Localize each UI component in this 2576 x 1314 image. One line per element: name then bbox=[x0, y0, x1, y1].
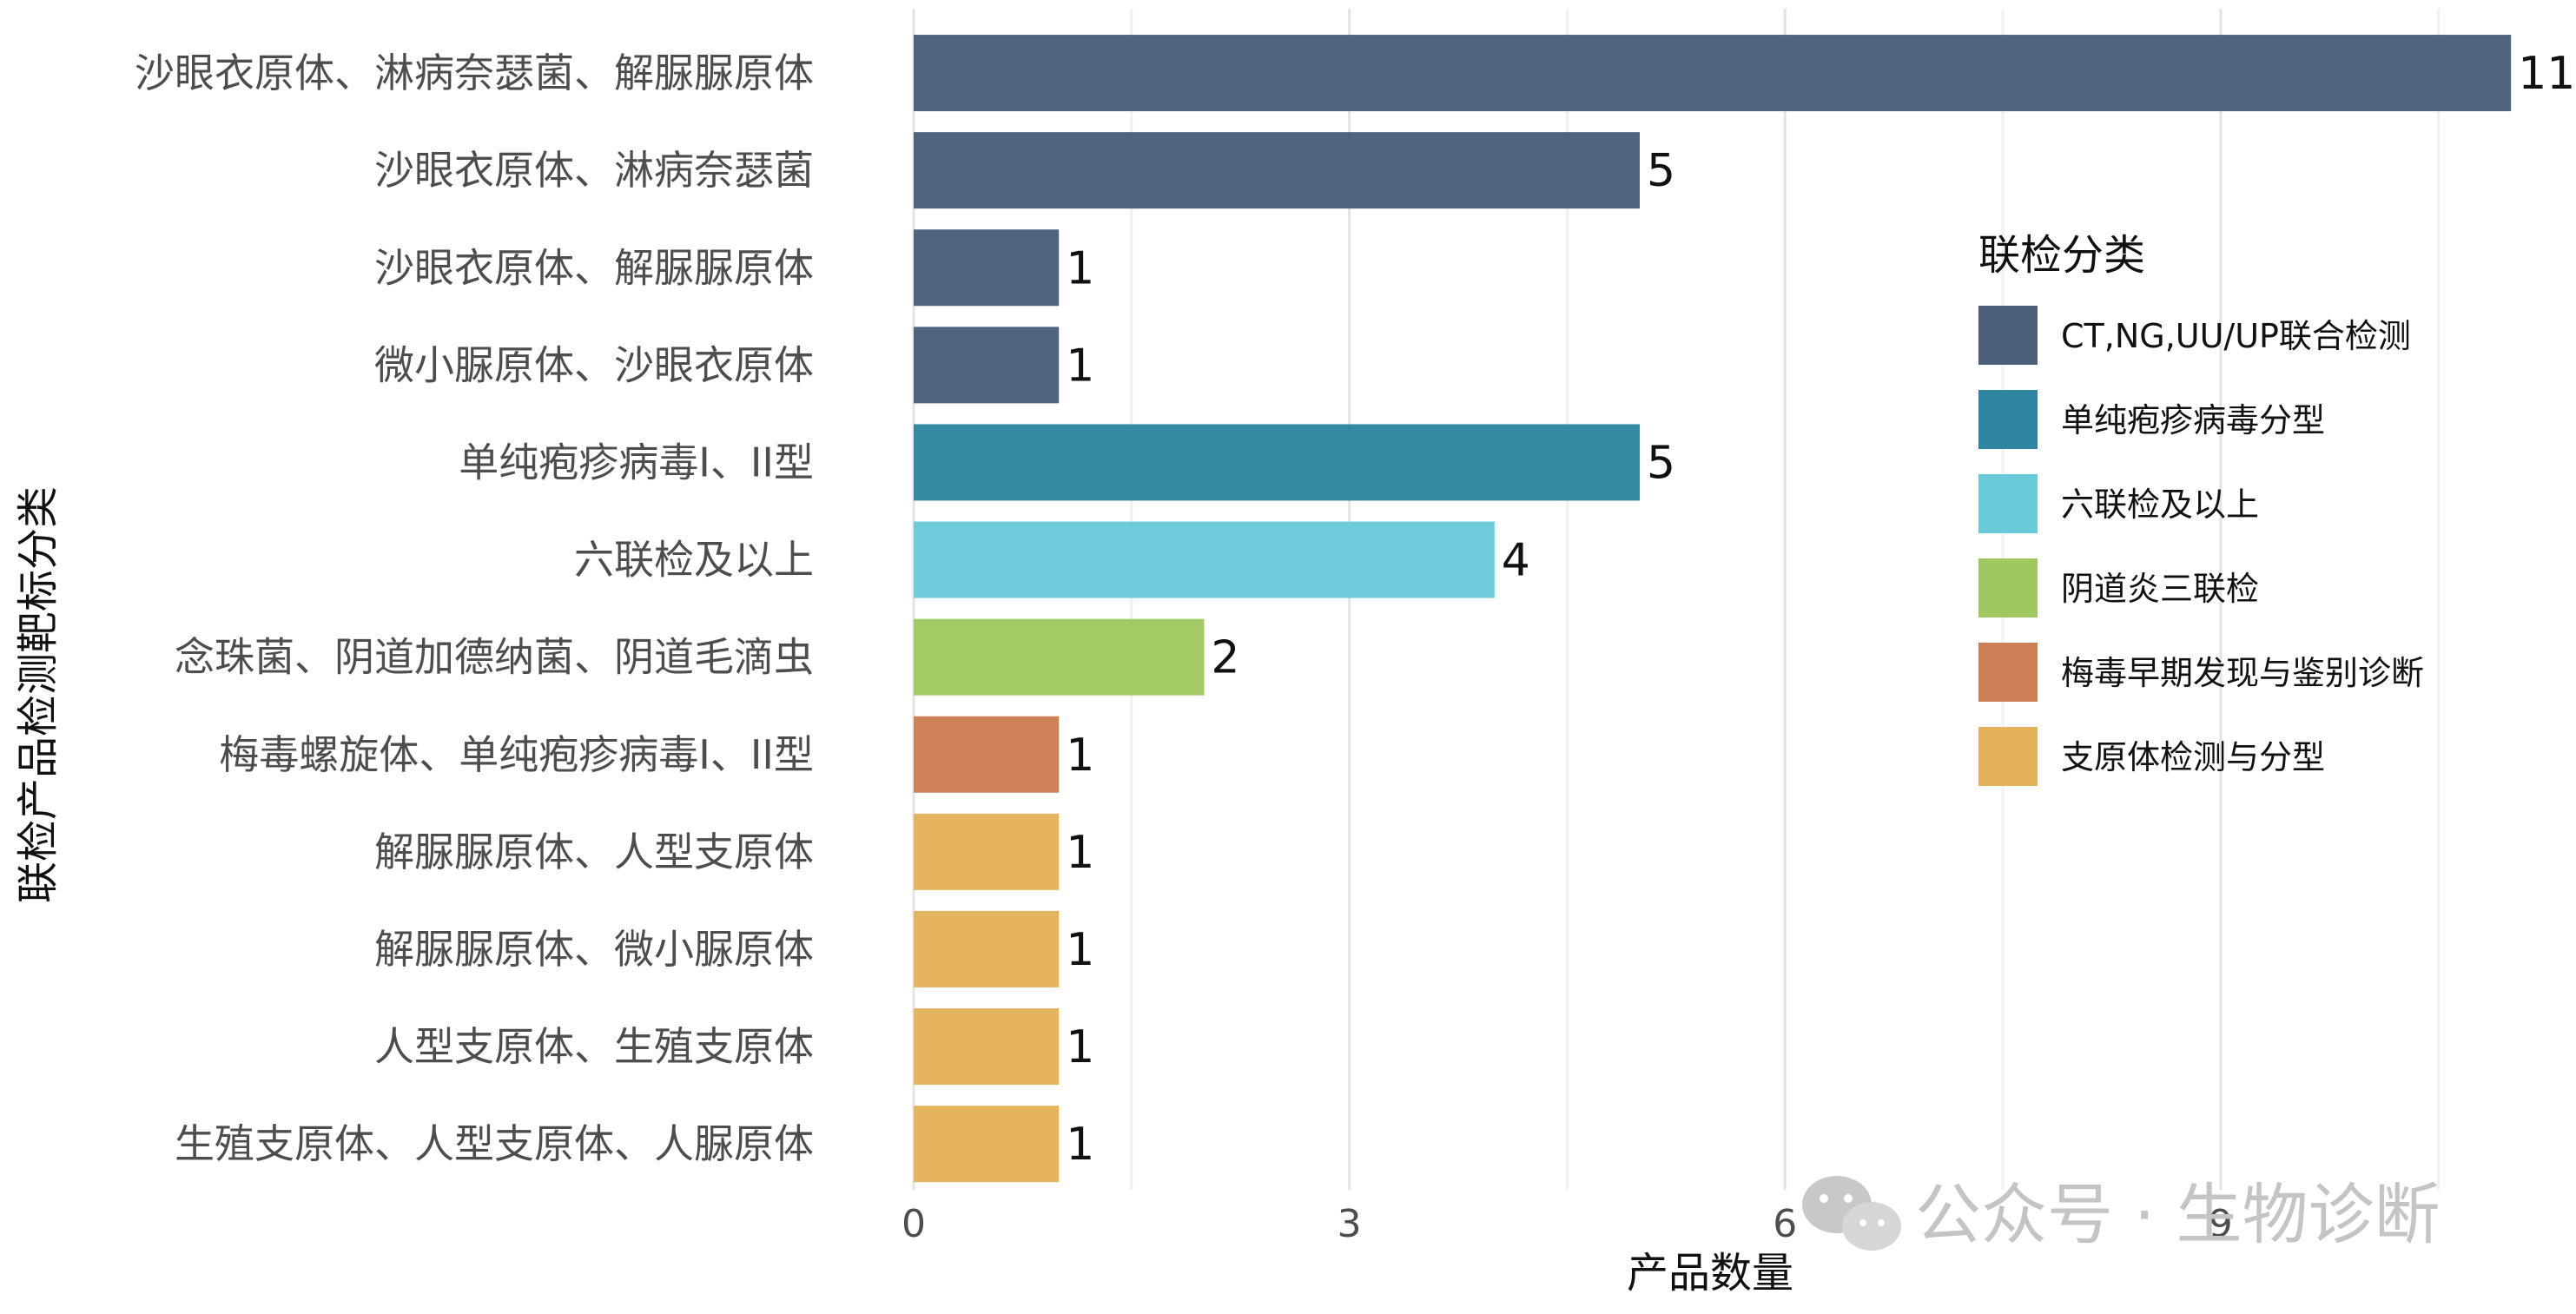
legend-swatch bbox=[1978, 474, 2038, 533]
x-tick-label: 9 bbox=[2209, 1202, 2233, 1246]
legend-swatch bbox=[1978, 727, 2038, 786]
category-label: 念珠菌、阴道加德纳菌、阴道毛滴虫 bbox=[175, 634, 814, 681]
legend: 联检分类 CT,NG,UU/UP联合检测单纯疱疹病毒分型六联检及以上阴道炎三联检… bbox=[1978, 231, 2424, 786]
bars bbox=[914, 35, 2512, 1183]
category-label: 微小脲原体、沙眼衣原体 bbox=[374, 341, 814, 388]
category-label: 解脲脲原体、人型支原体 bbox=[374, 829, 814, 875]
bar bbox=[914, 521, 1495, 598]
watermark-text: 公众号 · 生物诊断 bbox=[1915, 1176, 2440, 1253]
legend-swatch bbox=[1978, 558, 2038, 617]
bar bbox=[914, 35, 2512, 112]
bar bbox=[914, 424, 1640, 501]
value-label: 1 bbox=[1066, 730, 1094, 782]
wechat-icon bbox=[1802, 1176, 1901, 1251]
category-label: 解脲脲原体、微小脲原体 bbox=[374, 926, 814, 973]
x-tick-labels: 0 3 6 9 bbox=[902, 1202, 2233, 1246]
legend-label: 六联检及以上 bbox=[2061, 485, 2259, 524]
category-label: 生殖支原体、人型支原体、人脲原体 bbox=[175, 1120, 814, 1167]
value-label: 1 bbox=[1066, 1021, 1094, 1073]
category-label: 沙眼衣原体、淋病奈瑟菌、解脲脲原体 bbox=[135, 50, 814, 96]
category-label: 六联检及以上 bbox=[574, 537, 814, 584]
legend-label: 阴道炎三联检 bbox=[2061, 570, 2259, 608]
value-label: 4 bbox=[1502, 535, 1530, 587]
value-label: 2 bbox=[1211, 632, 1239, 684]
legend-label: 支原体检测与分型 bbox=[2061, 738, 2325, 776]
y-axis-title: 联检产品检测靶标分类 bbox=[14, 486, 63, 903]
watermark: 公众号 · 生物诊断 bbox=[1802, 1176, 2440, 1253]
bar bbox=[914, 618, 1205, 696]
category-label: 沙眼衣原体、淋病奈瑟菌 bbox=[374, 147, 814, 194]
bar bbox=[914, 1106, 1060, 1183]
value-label: 1 bbox=[1066, 340, 1094, 392]
value-label: 1 bbox=[1066, 242, 1094, 294]
bar bbox=[914, 229, 1060, 307]
category-label: 沙眼衣原体、解脲脲原体 bbox=[374, 244, 814, 291]
value-label: 1 bbox=[1066, 827, 1094, 879]
bar bbox=[914, 716, 1060, 793]
bar bbox=[914, 1008, 1060, 1086]
category-label: 人型支原体、生殖支原体 bbox=[374, 1023, 814, 1070]
bar bbox=[914, 813, 1060, 890]
x-tick-label: 6 bbox=[1773, 1202, 1797, 1246]
x-tick-label: 0 bbox=[902, 1202, 926, 1246]
bar bbox=[914, 910, 1060, 987]
legend-label: 单纯疱疹病毒分型 bbox=[2061, 401, 2325, 439]
bar bbox=[914, 132, 1640, 209]
category-label: 单纯疱疹病毒I、II型 bbox=[459, 439, 814, 485]
legend-swatch bbox=[1978, 643, 2038, 702]
legend-swatch bbox=[1978, 306, 2038, 365]
legend-swatch bbox=[1978, 390, 2038, 449]
x-tick-label: 3 bbox=[1338, 1202, 1362, 1246]
value-label: 1 bbox=[1066, 924, 1094, 976]
legend-label: 梅毒早期发现与鉴别诊断 bbox=[2061, 654, 2424, 692]
category-label: 梅毒螺旋体、单纯疱疹病毒I、II型 bbox=[219, 731, 814, 778]
value-label: 11 bbox=[2518, 48, 2575, 100]
value-label: 5 bbox=[1647, 145, 1675, 197]
x-axis-title: 产品数量 bbox=[1627, 1249, 1793, 1297]
legend-title: 联检分类 bbox=[1978, 231, 2145, 280]
category-labels: 沙眼衣原体、淋病奈瑟菌、解脲脲原体沙眼衣原体、淋病奈瑟菌沙眼衣原体、解脲脲原体微… bbox=[135, 50, 814, 1167]
bar bbox=[914, 327, 1060, 404]
value-label: 1 bbox=[1066, 1119, 1094, 1171]
legend-label: CT,NG,UU/UP联合检测 bbox=[2061, 317, 2411, 355]
value-label: 5 bbox=[1647, 437, 1675, 489]
